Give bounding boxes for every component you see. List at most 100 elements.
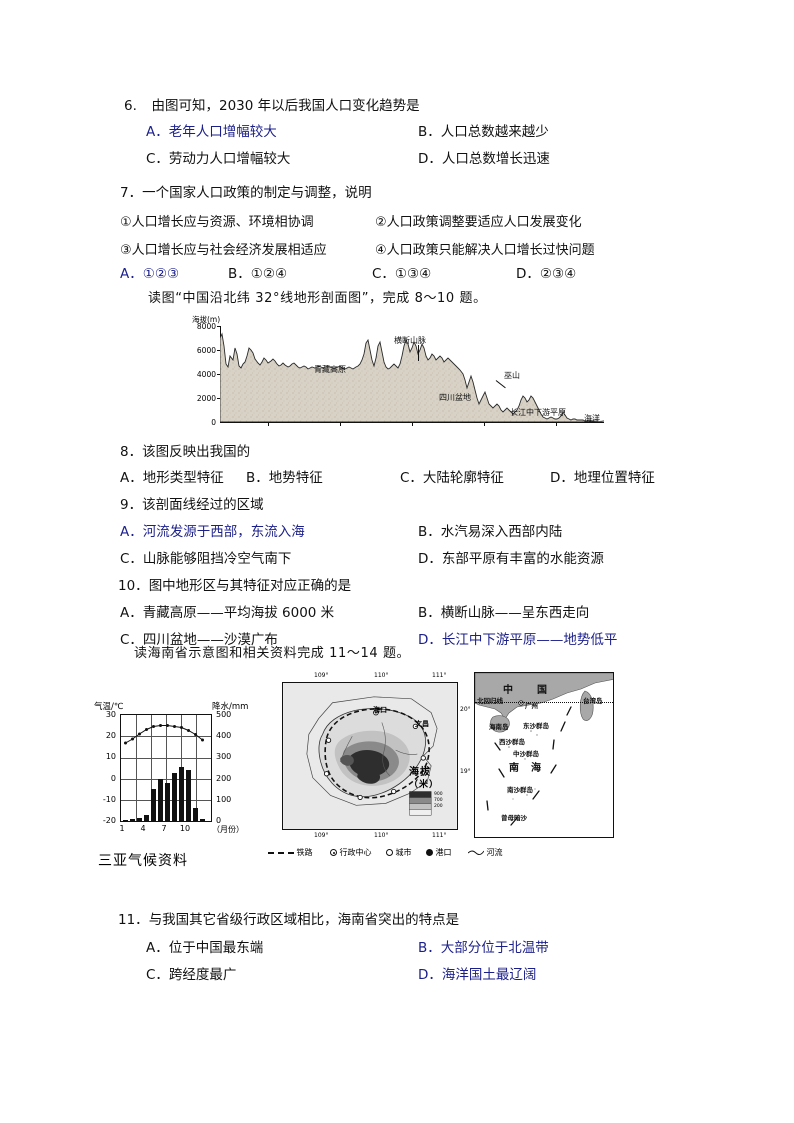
climate-x-axis-label: （月份）	[212, 825, 244, 834]
question-11-stem: 11．与我国其它省级行政区域相比，海南省突出的特点是	[118, 912, 459, 929]
question-8-option-a[interactable]: A．地形类型特征	[120, 470, 224, 486]
scs-label-china-1: 中	[503, 685, 519, 696]
scs-label-dongsha-islands: 东沙群岛	[523, 722, 549, 730]
hainan-map-frame: 海口 文昌 海拔 （米） 900 700 200	[282, 682, 458, 830]
hainan-province-map: 109° 110° 111° 109° 110° 111° 20° 19°	[274, 672, 471, 840]
hainan-island-graphic	[283, 683, 457, 829]
profile-label-ocean: 海洋	[584, 414, 600, 423]
hainan-lon-109-top: 109°	[314, 672, 329, 679]
question-10-option-d[interactable]: D．长江中下游平原——地势低平	[418, 632, 618, 648]
question-7-statement-4: ④人口政策只能解决人口增长过快问题	[375, 243, 595, 258]
question-10-text: 图中地形区与其特征对应正确的是	[148, 578, 352, 594]
climate-bar-8	[172, 773, 177, 821]
question-11-number: 11．	[118, 912, 149, 928]
question-9-option-a[interactable]: A．河流发源于西部，东流入海	[120, 524, 305, 540]
climate-bar-12	[200, 819, 205, 821]
tropic-of-cancer-line	[475, 702, 613, 703]
hainan-lat-19: 19°	[460, 768, 471, 775]
climate-precip-axis-label: 降水/mm	[212, 702, 249, 712]
climate-temp-tick-0: 0	[110, 774, 116, 783]
question-7-number: 7．	[120, 185, 143, 201]
question-9-stem: 9．该剖面线经过的区域	[120, 497, 264, 514]
climate-bar-5	[151, 789, 156, 821]
question-7-option-b[interactable]: B．①②④	[228, 266, 288, 282]
legend-port-label: 港口	[435, 848, 452, 857]
profile-label-wushan: 巫山	[504, 371, 520, 380]
question-7-option-c[interactable]: C．①③④	[372, 266, 432, 282]
profile-label-qinghai-tibet-plateau: 青藏高原	[314, 365, 346, 374]
question-10-stem: 10．图中地形区与其特征对应正确的是	[118, 578, 351, 595]
question-8-number: 8．	[120, 444, 143, 460]
question-9-option-c[interactable]: C．山脉能够阻挡冷空气南下	[120, 551, 292, 567]
question-8-option-c[interactable]: C．大陆轮廓特征	[400, 470, 504, 486]
hainan-city-haikou: 海口	[373, 706, 387, 714]
climate-bar-2	[130, 819, 135, 821]
hainan-lon-111-bottom: 111°	[432, 832, 447, 839]
question-11-option-c[interactable]: C．跨经度最广	[146, 967, 237, 983]
hainan-elevation-swatches	[409, 791, 432, 816]
question-10-option-b[interactable]: B．横断山脉——呈东西走向	[418, 605, 590, 621]
question-6-number: 6.	[124, 98, 137, 114]
open-circle-icon	[386, 849, 393, 856]
south-china-sea-map: 中 国 北回归线 广州 台湾岛 海南岛 东沙群岛 西沙群岛 中沙群岛 南 海 南…	[474, 672, 620, 844]
question-7-statement-3: ③人口增长应与社会经济发展相适应	[120, 243, 327, 258]
hainan-elev-class-700: 700	[434, 798, 443, 803]
climate-bar-11	[193, 808, 198, 821]
question-9-option-d[interactable]: D．东部平原有丰富的水能资源	[418, 551, 604, 567]
profile-x-axis	[220, 422, 604, 423]
profile-label-hengduan-mountains: 横断山脉	[394, 336, 426, 345]
hainan-elev-class-200: 200	[434, 804, 443, 809]
question-10-number: 10．	[118, 578, 149, 594]
question-8-text: 该图反映出我国的	[142, 444, 251, 460]
profile-label-yangtze-plain: 长江中下游平原	[510, 408, 566, 417]
question-11-option-a[interactable]: A．位于中国最东端	[146, 940, 264, 956]
question-9-number: 9．	[120, 497, 143, 513]
question-7-stem: 7．一个国家人口政策的制定与调整，说明	[120, 185, 372, 202]
climate-temp-line	[124, 724, 204, 745]
legend-city-label: 城市	[395, 848, 412, 857]
hainan-lon-110-top: 110°	[374, 672, 389, 679]
scs-label-nansha-islands: 南沙群岛	[507, 786, 533, 794]
question-6-option-a[interactable]: A．老年人口增幅较大	[146, 124, 277, 140]
question-6-option-b[interactable]: B．人口总数越来越少	[418, 124, 549, 140]
question-6-option-c[interactable]: C．劳动力人口增幅较大	[146, 151, 291, 167]
scs-label-hainan-island: 海南岛	[489, 723, 509, 731]
profile-intro-text: 读图“中国沿北纬 32°线地形剖面图”，完成 8～10 题。	[148, 291, 487, 306]
hainan-lon-110-bottom: 110°	[374, 832, 389, 839]
climate-precip-tick-200: 200	[216, 774, 232, 783]
question-11-text: 与我国其它省级行政区域相比，海南省突出的特点是	[148, 912, 460, 928]
question-7-statement-1: ①人口增长应与资源、环境相协调	[120, 215, 314, 230]
profile-y-axis-label: 海拔(m)	[192, 315, 221, 324]
question-8-stem: 8．该图反映出我国的	[120, 444, 250, 461]
scs-label-china-2: 国	[537, 685, 553, 696]
climate-temp-tick-30: 30	[105, 710, 116, 719]
climate-precip-tick-300: 300	[216, 752, 232, 761]
climate-bar-4	[144, 815, 149, 821]
climate-bar-7	[165, 783, 170, 821]
profile-ytick-4000: 4000	[196, 370, 216, 379]
question-11-option-d[interactable]: D．海洋国土最辽阔	[418, 967, 537, 983]
scs-map-frame: 中 国 北回归线 广州 台湾岛 海南岛 东沙群岛 西沙群岛 中沙群岛 南 海 南…	[474, 672, 614, 838]
question-7-option-a[interactable]: A．①②③	[120, 266, 180, 282]
question-9-option-b[interactable]: B．水汽易深入西部内陆	[418, 524, 563, 540]
climate-bar-9	[179, 767, 184, 821]
climate-xtick-7: 7	[161, 824, 167, 833]
question-11-option-b[interactable]: B．大部分位于北温带	[418, 940, 549, 956]
climate-temp-tick-n20: -20	[102, 816, 116, 825]
legend-admin-center-label: 行政中心	[339, 848, 372, 857]
climate-plot-area	[120, 714, 212, 822]
question-6-option-d[interactable]: D．人口总数增长迅速	[418, 151, 550, 167]
legend-railway-label: 铁路	[296, 848, 313, 857]
question-10-option-c[interactable]: C．四川盆地——沙漠广布	[120, 632, 278, 648]
climate-temp-axis-label: 气温/℃	[94, 702, 124, 712]
climate-xtick-4: 4	[140, 824, 146, 833]
question-7-text: 一个国家人口政策的制定与调整，说明	[142, 185, 372, 201]
question-8-option-d[interactable]: D．地理位置特征	[550, 470, 655, 486]
sanya-climate-chart: 气温/℃ 降水/mm 30 20 10 0 -10 -20 500 400 30…	[92, 700, 272, 869]
profile-ytick-6000: 6000	[196, 346, 216, 355]
question-7-option-d[interactable]: D．②③④	[516, 266, 577, 282]
question-10-option-a[interactable]: A．青藏高原——平均海拔 6000 米	[120, 605, 335, 621]
question-8-option-b[interactable]: B．地势特征	[246, 470, 323, 486]
wavy-line-icon	[467, 848, 485, 857]
